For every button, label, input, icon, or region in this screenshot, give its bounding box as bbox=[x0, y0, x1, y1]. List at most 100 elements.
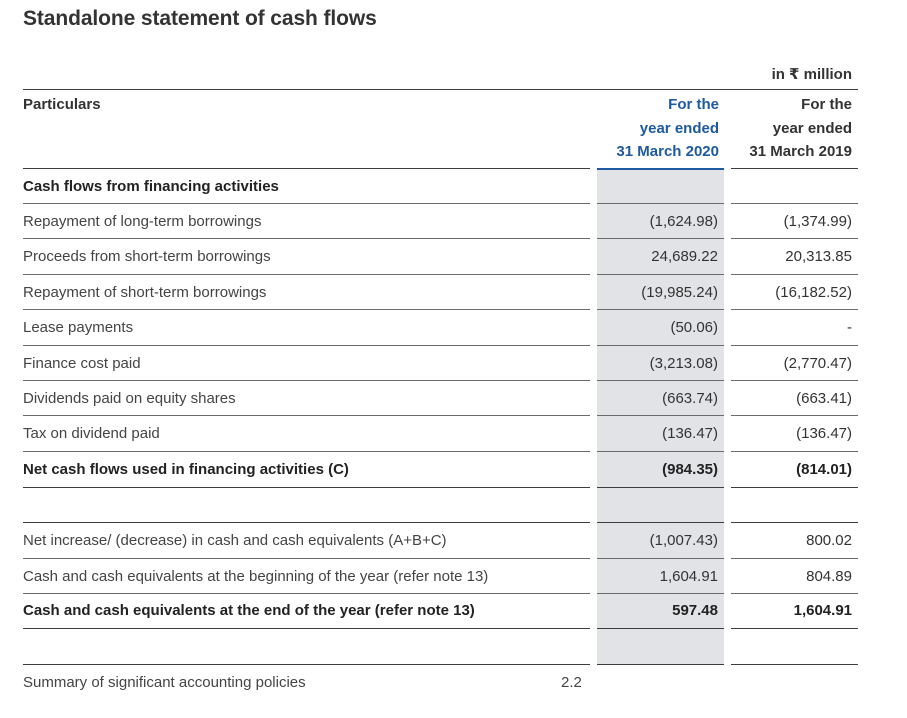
value-fy2020: (984.35) bbox=[662, 461, 718, 478]
header-current-line-1: For the bbox=[668, 96, 719, 113]
row-label: Net increase/ (decrease) in cash and cas… bbox=[23, 532, 447, 549]
row-label: Tax on dividend paid bbox=[23, 425, 160, 442]
footer-label: Summary of significant accounting polici… bbox=[23, 674, 306, 691]
value-fy2020: (50.06) bbox=[670, 319, 718, 336]
value-fy2020: 597.48 bbox=[672, 602, 718, 619]
row-rule bbox=[597, 628, 724, 629]
row-label: Repayment of long-term borrowings bbox=[23, 213, 262, 230]
value-fy2020: 24,689.22 bbox=[651, 248, 718, 265]
header-previous-line-3: 31 March 2019 bbox=[749, 143, 852, 160]
row-rule bbox=[731, 415, 858, 416]
header-bottom-rule-previous bbox=[731, 168, 858, 169]
value-fy2019: (1,374.99) bbox=[783, 213, 852, 230]
row-label: Net cash flows used in financing activit… bbox=[23, 461, 349, 478]
row-rule bbox=[731, 487, 858, 488]
table-row: Repayment of long-term borrowings (1,624… bbox=[0, 204, 907, 239]
row-rule bbox=[23, 664, 590, 665]
section-heading-label: Cash flows from financing activities bbox=[23, 178, 279, 195]
row-rule bbox=[731, 664, 858, 665]
row-rule bbox=[597, 451, 724, 452]
header-previous-line-1: For the bbox=[801, 96, 852, 113]
row-label: Dividends paid on equity shares bbox=[23, 390, 236, 407]
table-row: Net increase/ (decrease) in cash and cas… bbox=[0, 523, 907, 558]
value-fy2020: 1,604.91 bbox=[659, 568, 718, 585]
row-rule bbox=[23, 558, 590, 559]
row-rule bbox=[731, 593, 858, 594]
row-rule bbox=[731, 558, 858, 559]
row-rule bbox=[597, 203, 724, 204]
row-rule bbox=[731, 380, 858, 381]
row-rule bbox=[23, 522, 590, 523]
header-previous-line-2: year ended bbox=[772, 119, 852, 137]
row-rule bbox=[597, 345, 724, 346]
value-fy2020: (3,213.08) bbox=[649, 355, 718, 372]
footer-note-reference: 2.2 bbox=[561, 674, 582, 691]
current-year-column-shade bbox=[597, 488, 724, 664]
value-fy2019: (663.41) bbox=[796, 390, 852, 407]
row-rule bbox=[731, 345, 858, 346]
row-rule bbox=[597, 522, 724, 523]
table-row: Repayment of short-term borrowings (19,9… bbox=[0, 275, 907, 310]
row-rule bbox=[23, 380, 590, 381]
row-rule bbox=[731, 238, 858, 239]
row-label: Finance cost paid bbox=[23, 355, 141, 372]
value-fy2020: (1,624.98) bbox=[649, 213, 718, 230]
table-row: Lease payments (50.06) - bbox=[0, 310, 907, 345]
header-top-rule bbox=[23, 89, 858, 90]
header-particulars: Particulars bbox=[23, 96, 101, 113]
unit-label: in ₹ million bbox=[771, 66, 852, 83]
row-rule bbox=[23, 415, 590, 416]
row-rule bbox=[23, 593, 590, 594]
table-row: Tax on dividend paid (136.47) (136.47) bbox=[0, 416, 907, 451]
value-fy2019: - bbox=[847, 319, 852, 336]
row-rule bbox=[23, 451, 590, 452]
row-label: Proceeds from short-term borrowings bbox=[23, 248, 271, 265]
row-rule bbox=[597, 558, 724, 559]
table-row: Proceeds from short-term borrowings 24,6… bbox=[0, 239, 907, 274]
header-current-year: For the year ended 31 March 2020 bbox=[569, 93, 719, 164]
row-label: Repayment of short-term borrowings bbox=[23, 284, 267, 301]
row-rule bbox=[597, 309, 724, 310]
row-rule bbox=[597, 274, 724, 275]
current-year-column-shade bbox=[597, 168, 724, 490]
header-bottom-rule bbox=[23, 168, 590, 169]
row-rule bbox=[731, 628, 858, 629]
value-fy2019: 20,313.85 bbox=[785, 248, 852, 265]
total-row-cash: Cash and cash equivalents at the end of … bbox=[0, 593, 907, 628]
row-rule bbox=[731, 203, 858, 204]
header-bottom-rule-current bbox=[597, 168, 724, 170]
row-rule bbox=[597, 487, 724, 488]
row-rule bbox=[731, 451, 858, 452]
row-label: Lease payments bbox=[23, 319, 134, 336]
header-previous-year: For the year ended 31 March 2019 bbox=[702, 93, 852, 164]
value-fy2019: (16,182.52) bbox=[775, 284, 852, 301]
row-label: Cash and cash equivalents at the beginni… bbox=[23, 568, 489, 585]
table-row: Finance cost paid (3,213.08) (2,770.47) bbox=[0, 346, 907, 381]
row-rule bbox=[23, 628, 590, 629]
value-fy2019: (136.47) bbox=[796, 425, 852, 442]
value-fy2019: 804.89 bbox=[806, 568, 852, 585]
row-rule bbox=[597, 238, 724, 239]
row-rule bbox=[23, 203, 590, 204]
value-fy2020: (663.74) bbox=[662, 390, 718, 407]
section-heading-financing: Cash flows from financing activities bbox=[0, 169, 907, 204]
total-row-financing: Net cash flows used in financing activit… bbox=[0, 452, 907, 487]
value-fy2019: 1,604.91 bbox=[793, 602, 852, 619]
row-rule bbox=[23, 274, 590, 275]
row-rule bbox=[597, 664, 724, 665]
row-rule bbox=[23, 487, 590, 488]
table-row: Cash and cash equivalents at the beginni… bbox=[0, 559, 907, 594]
row-rule bbox=[23, 238, 590, 239]
value-fy2020: (19,985.24) bbox=[641, 284, 718, 301]
row-rule bbox=[23, 345, 590, 346]
row-rule bbox=[731, 274, 858, 275]
row-label: Cash and cash equivalents at the end of … bbox=[23, 602, 475, 619]
value-fy2020: (1,007.43) bbox=[649, 532, 718, 549]
row-rule bbox=[23, 309, 590, 310]
row-rule bbox=[597, 415, 724, 416]
table-row: Dividends paid on equity shares (663.74)… bbox=[0, 381, 907, 416]
value-fy2019: (2,770.47) bbox=[783, 355, 852, 372]
value-fy2019: 800.02 bbox=[806, 532, 852, 549]
header-current-line-3: 31 March 2020 bbox=[616, 143, 719, 160]
row-rule bbox=[597, 380, 724, 381]
